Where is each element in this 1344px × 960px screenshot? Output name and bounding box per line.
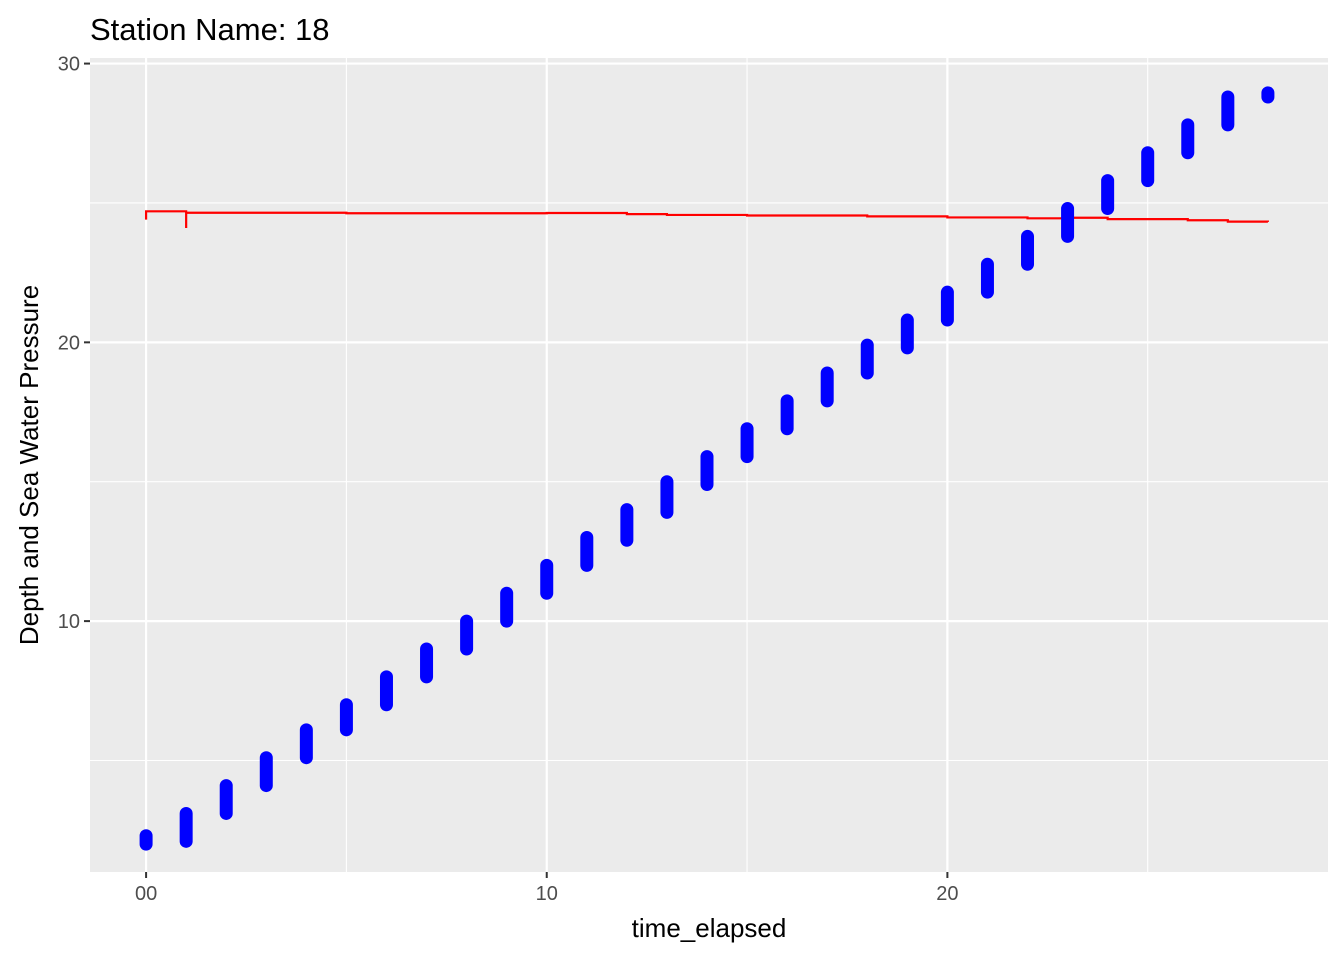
line-series xyxy=(144,210,1269,229)
x-tick-label: 10 xyxy=(536,883,558,905)
axis-tick-labels: 00 10 20 10 20 30 xyxy=(58,54,959,905)
major-grid xyxy=(90,58,1328,872)
x-tick-label: 00 xyxy=(135,883,157,905)
y-axis-title: Depth and Sea Water Pressure xyxy=(14,285,44,645)
axis-ticks xyxy=(84,62,949,878)
point-series xyxy=(139,86,1275,851)
x-tick-label: 20 xyxy=(936,883,958,905)
chart-title: Station Name: 18 xyxy=(90,12,330,47)
y-tick-label: 10 xyxy=(58,611,80,633)
minor-grid xyxy=(90,58,1328,872)
y-tick-label: 20 xyxy=(58,332,80,354)
y-tick-label: 30 xyxy=(58,54,80,76)
pressure-line xyxy=(144,210,1269,229)
x-axis-title: time_elapsed xyxy=(632,913,787,943)
